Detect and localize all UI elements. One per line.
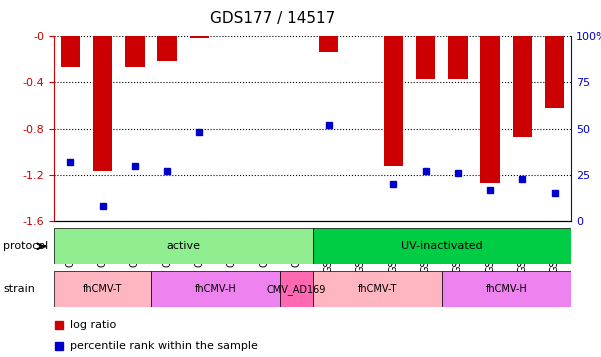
FancyBboxPatch shape [151, 271, 280, 307]
Text: fhCMV-H: fhCMV-H [486, 284, 527, 294]
Bar [448, 36, 468, 79]
Bar [93, 36, 112, 171]
Text: strain: strain [3, 284, 35, 294]
Text: percentile rank within the sample: percentile rank within the sample [70, 341, 258, 351]
FancyBboxPatch shape [313, 228, 571, 264]
Text: UV-inactivated: UV-inactivated [401, 241, 483, 251]
Text: fhCMV-T: fhCMV-T [358, 284, 397, 294]
Bar [545, 36, 564, 108]
Bar [383, 36, 403, 166]
Text: fhCMV-T: fhCMV-T [83, 284, 122, 294]
Bar [319, 36, 338, 52]
Bar [190, 36, 209, 38]
Bar [61, 36, 80, 67]
Text: log ratio: log ratio [70, 320, 117, 330]
FancyBboxPatch shape [54, 228, 313, 264]
Text: CMV_AD169: CMV_AD169 [267, 284, 326, 295]
Text: active: active [166, 241, 200, 251]
FancyBboxPatch shape [280, 271, 313, 307]
Bar [157, 36, 177, 61]
FancyBboxPatch shape [313, 271, 442, 307]
Bar [480, 36, 500, 183]
Bar [416, 36, 435, 79]
Text: protocol: protocol [3, 241, 48, 251]
FancyBboxPatch shape [442, 271, 571, 307]
FancyBboxPatch shape [54, 271, 151, 307]
Bar [125, 36, 144, 67]
Bar [513, 36, 532, 137]
Text: GDS177 / 14517: GDS177 / 14517 [210, 11, 335, 26]
Text: fhCMV-H: fhCMV-H [195, 284, 236, 294]
